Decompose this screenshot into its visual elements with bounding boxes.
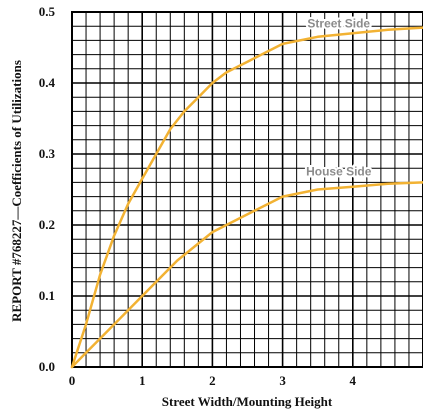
house-side-line: [70, 181, 423, 369]
house-side-label: House Side: [306, 164, 372, 178]
x-tick-label: 3: [279, 373, 286, 388]
y-tick-label: 0.2: [39, 217, 55, 232]
x-axis-title: Street Width/Mounting Height: [162, 394, 333, 409]
series-lines: [70, 26, 423, 369]
y-tick-label: 0.3: [39, 146, 56, 161]
y-tick-label: 0.4: [39, 75, 56, 90]
tick-labels: 0 1 2 3 4 0.0 0.1 0.2 0.3 0.4 0.5: [39, 4, 357, 388]
y-tick-label: 0.1: [39, 288, 55, 303]
series-labels: Street Side House Side: [304, 15, 374, 181]
x-tick-label: 1: [139, 373, 146, 388]
x-tick-label: 4: [350, 373, 357, 388]
street-side-label: Street Side: [307, 17, 370, 31]
y-tick-label: 0.0: [39, 359, 55, 374]
street-side-line: [70, 26, 423, 369]
y-tick-label: 0.5: [39, 4, 56, 19]
y-axis-title: REPORT #768227—Coefficients of Utilizati…: [9, 60, 24, 322]
x-tick-label: 0: [69, 373, 76, 388]
plot-frame: [71, 11, 423, 368]
x-tick-label: 2: [209, 373, 216, 388]
